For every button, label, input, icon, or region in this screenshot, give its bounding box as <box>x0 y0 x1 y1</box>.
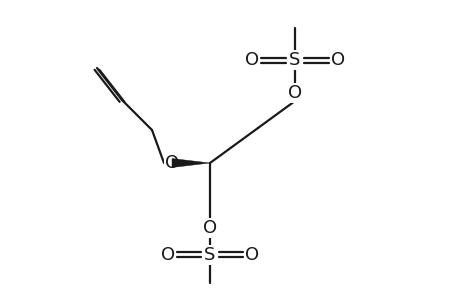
Text: O: O <box>330 51 344 69</box>
Text: O: O <box>244 51 258 69</box>
Text: O: O <box>244 246 258 264</box>
Text: O: O <box>202 219 217 237</box>
Text: O: O <box>287 84 302 102</box>
Text: O: O <box>165 154 179 172</box>
Text: S: S <box>204 246 215 264</box>
Polygon shape <box>172 158 210 167</box>
Text: S: S <box>289 51 300 69</box>
Text: O: O <box>161 246 175 264</box>
